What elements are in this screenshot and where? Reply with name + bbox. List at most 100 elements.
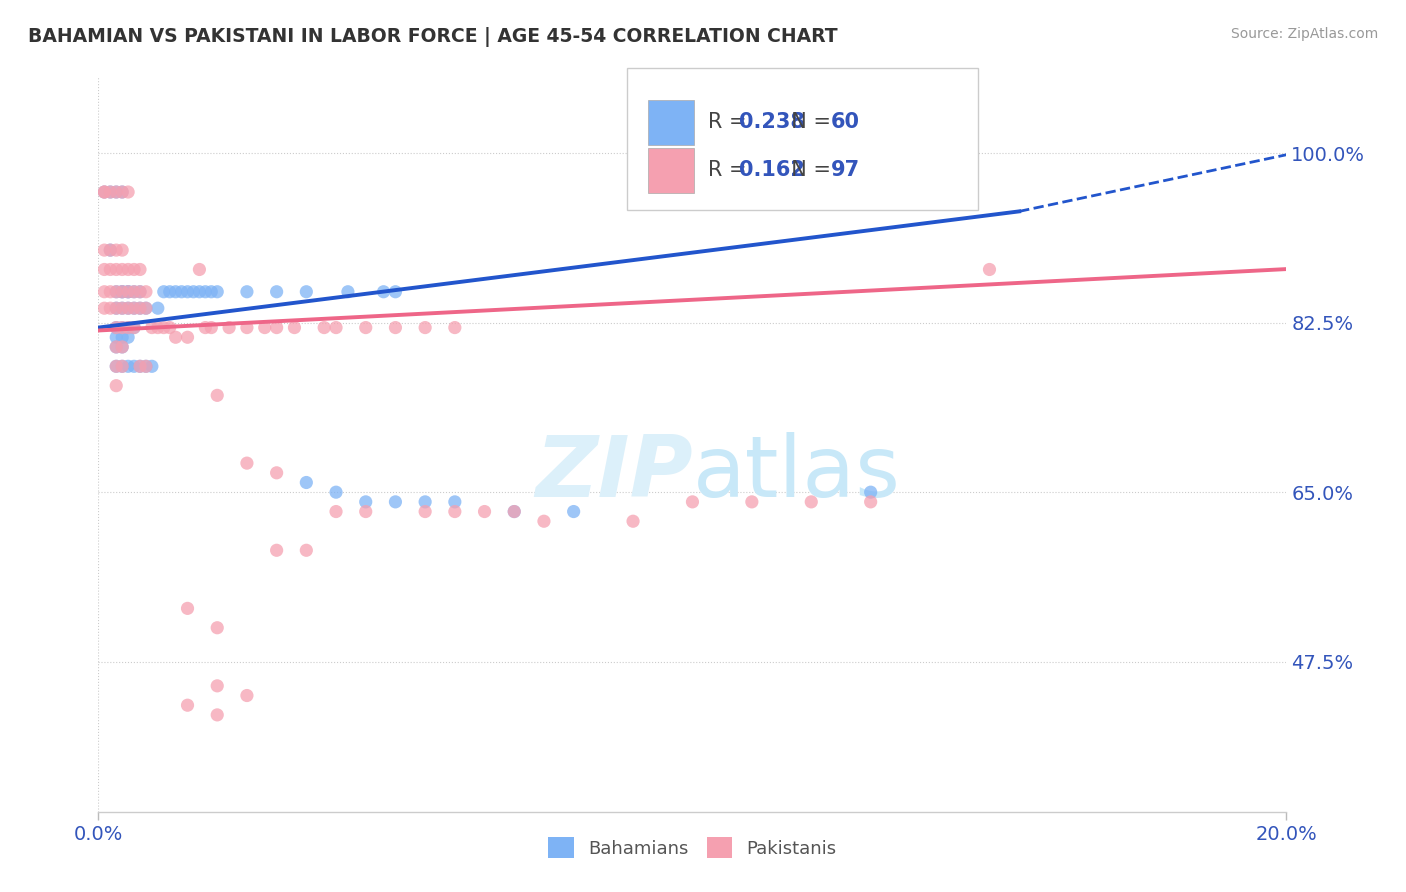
Point: [188, 262, 211, 277]
Point: [413, 495, 436, 509]
Point: [165, 330, 187, 344]
Point: [384, 495, 406, 509]
Point: [122, 320, 145, 334]
Point: [979, 262, 1001, 277]
Point: [129, 301, 152, 316]
Point: [413, 504, 436, 518]
Point: [218, 320, 240, 334]
Point: [266, 543, 288, 558]
Point: [236, 456, 259, 470]
Point: [111, 340, 134, 354]
Point: [146, 301, 169, 316]
Point: [105, 378, 128, 392]
Text: Source: ZipAtlas.com: Source: ZipAtlas.com: [1230, 27, 1378, 41]
Point: [205, 621, 228, 635]
Point: [122, 285, 145, 299]
Point: [111, 243, 134, 257]
Point: [105, 301, 128, 316]
Text: 60: 60: [831, 112, 859, 132]
Point: [98, 243, 121, 257]
Point: [141, 320, 163, 334]
Point: [122, 359, 145, 374]
Point: [236, 320, 259, 334]
Point: [336, 285, 359, 299]
Point: [117, 185, 139, 199]
Point: [129, 301, 152, 316]
Point: [105, 359, 128, 374]
Point: [236, 285, 259, 299]
Point: [105, 301, 128, 316]
Point: [159, 320, 181, 334]
Point: [105, 285, 128, 299]
Point: [141, 359, 163, 374]
Point: [205, 707, 228, 722]
Point: [443, 495, 465, 509]
Point: [194, 285, 217, 299]
Text: R =: R =: [707, 161, 754, 180]
Point: [105, 340, 128, 354]
Point: [105, 185, 128, 199]
Point: [194, 320, 217, 334]
Point: [111, 301, 134, 316]
Point: [325, 320, 347, 334]
Point: [236, 689, 259, 703]
Point: [105, 185, 128, 199]
Point: [105, 262, 128, 277]
Point: [503, 504, 526, 518]
Point: [205, 285, 228, 299]
Point: [111, 185, 134, 199]
Point: [98, 185, 121, 199]
Text: 0.162: 0.162: [740, 161, 806, 180]
Point: [105, 330, 128, 344]
Point: [129, 359, 152, 374]
Point: [135, 359, 157, 374]
Point: [200, 285, 222, 299]
Point: [562, 504, 585, 518]
Point: [105, 320, 128, 334]
Point: [117, 285, 139, 299]
Point: [122, 320, 145, 334]
Point: [122, 262, 145, 277]
Point: [859, 485, 882, 500]
Point: [205, 388, 228, 402]
Point: [443, 320, 465, 334]
Point: [681, 495, 703, 509]
Point: [111, 359, 134, 374]
Point: [105, 340, 128, 354]
Point: [176, 698, 198, 713]
Point: [533, 514, 555, 528]
Point: [111, 185, 134, 199]
Point: [165, 285, 187, 299]
Point: [503, 504, 526, 518]
Point: [98, 243, 121, 257]
Point: [93, 301, 115, 316]
Point: [111, 285, 134, 299]
Point: [98, 262, 121, 277]
Point: [111, 320, 134, 334]
Point: [152, 285, 174, 299]
Point: [93, 185, 115, 199]
Point: [205, 679, 228, 693]
Point: [117, 330, 139, 344]
Point: [859, 495, 882, 509]
Point: [354, 495, 377, 509]
Point: [117, 301, 139, 316]
Point: [146, 320, 169, 334]
Legend: Bahamians, Pakistanis: Bahamians, Pakistanis: [541, 830, 844, 865]
Point: [98, 185, 121, 199]
Point: [384, 285, 406, 299]
Point: [474, 504, 496, 518]
Point: [117, 285, 139, 299]
Point: [314, 320, 336, 334]
Text: N =: N =: [778, 112, 838, 132]
Point: [117, 262, 139, 277]
Point: [135, 359, 157, 374]
Point: [111, 285, 134, 299]
Point: [93, 262, 115, 277]
Point: [111, 340, 134, 354]
Text: R =: R =: [707, 112, 754, 132]
Text: BAHAMIAN VS PAKISTANI IN LABOR FORCE | AGE 45-54 CORRELATION CHART: BAHAMIAN VS PAKISTANI IN LABOR FORCE | A…: [28, 27, 838, 46]
Point: [266, 466, 288, 480]
Point: [176, 601, 198, 615]
Point: [152, 320, 174, 334]
